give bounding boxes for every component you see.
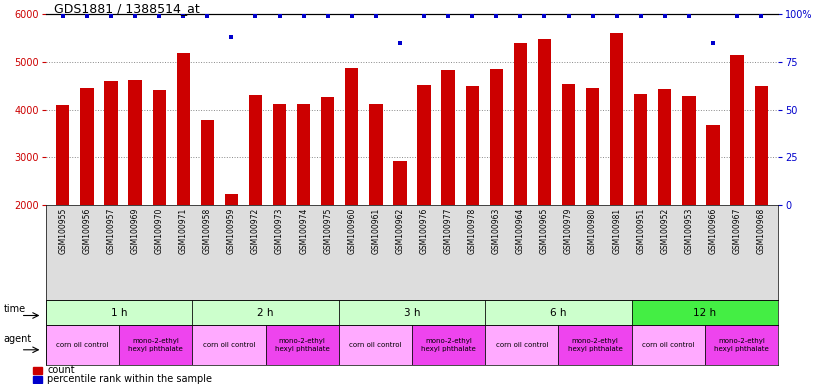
Bar <box>393 161 406 205</box>
Bar <box>586 88 599 205</box>
Bar <box>632 300 778 325</box>
Text: corn oil control: corn oil control <box>495 342 548 348</box>
Text: GDS1881 / 1388514_at: GDS1881 / 1388514_at <box>54 2 200 15</box>
Bar <box>412 325 486 365</box>
Text: GSM100953: GSM100953 <box>685 208 694 254</box>
Text: GSM100969: GSM100969 <box>131 208 140 254</box>
Text: agent: agent <box>4 334 32 344</box>
Text: mono-2-ethyl
hexyl phthalate: mono-2-ethyl hexyl phthalate <box>714 339 769 351</box>
Bar <box>249 95 262 205</box>
Text: 2 h: 2 h <box>257 308 274 318</box>
Bar <box>176 53 190 205</box>
Text: 6 h: 6 h <box>550 308 566 318</box>
Text: GSM100959: GSM100959 <box>227 208 236 254</box>
Bar <box>682 96 695 205</box>
Bar <box>486 325 558 365</box>
Text: GSM100966: GSM100966 <box>708 208 717 254</box>
Bar <box>33 367 42 374</box>
Text: corn oil control: corn oil control <box>349 342 401 348</box>
Bar <box>345 68 358 205</box>
Bar <box>558 325 632 365</box>
Bar <box>224 194 238 205</box>
Text: GSM100967: GSM100967 <box>733 208 742 254</box>
Bar <box>486 300 632 325</box>
Bar <box>201 119 214 205</box>
Text: GSM100952: GSM100952 <box>660 208 669 254</box>
Text: GSM100972: GSM100972 <box>251 208 260 254</box>
Bar <box>610 33 623 205</box>
Bar <box>46 325 119 365</box>
Bar <box>441 70 455 205</box>
Bar <box>56 105 69 205</box>
Bar <box>730 55 743 205</box>
Bar <box>370 104 383 205</box>
Bar <box>418 85 431 205</box>
Text: GSM100968: GSM100968 <box>756 208 765 254</box>
Text: corn oil control: corn oil control <box>56 342 109 348</box>
Text: GSM100979: GSM100979 <box>564 208 573 254</box>
Text: GSM100970: GSM100970 <box>155 208 164 254</box>
Text: GSM100976: GSM100976 <box>419 208 428 254</box>
Bar <box>562 84 575 205</box>
Text: GSM100960: GSM100960 <box>348 208 357 254</box>
Text: percentile rank within the sample: percentile rank within the sample <box>47 374 212 384</box>
Bar <box>193 325 265 365</box>
Bar <box>339 300 486 325</box>
Text: 1 h: 1 h <box>111 308 127 318</box>
Bar <box>707 125 720 205</box>
Text: GSM100981: GSM100981 <box>612 208 621 254</box>
Text: 3 h: 3 h <box>404 308 420 318</box>
Bar <box>153 90 166 205</box>
Text: GSM100974: GSM100974 <box>299 208 308 254</box>
Bar <box>104 81 118 205</box>
Text: GSM100958: GSM100958 <box>203 208 212 254</box>
Bar <box>297 104 310 205</box>
Text: GSM100965: GSM100965 <box>540 208 549 254</box>
Bar <box>46 300 193 325</box>
Text: GSM100951: GSM100951 <box>636 208 645 254</box>
Text: GSM100975: GSM100975 <box>323 208 332 254</box>
Text: corn oil control: corn oil control <box>642 342 694 348</box>
Bar <box>119 325 193 365</box>
Text: time: time <box>4 304 26 314</box>
Bar <box>33 376 42 383</box>
Bar <box>193 300 339 325</box>
Bar <box>339 325 412 365</box>
Text: GSM100961: GSM100961 <box>371 208 380 254</box>
Bar <box>490 69 503 205</box>
Text: mono-2-ethyl
hexyl phthalate: mono-2-ethyl hexyl phthalate <box>128 339 183 351</box>
Bar <box>80 88 94 205</box>
Bar <box>705 325 778 365</box>
Text: GSM100962: GSM100962 <box>396 208 405 254</box>
Text: GSM100971: GSM100971 <box>179 208 188 254</box>
Text: GSM100963: GSM100963 <box>492 208 501 254</box>
Text: mono-2-ethyl
hexyl phthalate: mono-2-ethyl hexyl phthalate <box>421 339 476 351</box>
Text: count: count <box>47 365 75 375</box>
Bar <box>659 89 672 205</box>
Bar <box>538 39 551 205</box>
Text: GSM100955: GSM100955 <box>59 208 68 254</box>
Text: GSM100980: GSM100980 <box>588 208 597 254</box>
Bar <box>755 86 768 205</box>
Text: mono-2-ethyl
hexyl phthalate: mono-2-ethyl hexyl phthalate <box>568 339 623 351</box>
Text: GSM100978: GSM100978 <box>468 208 477 254</box>
Text: GSM100957: GSM100957 <box>107 208 116 254</box>
Bar <box>632 325 705 365</box>
Text: mono-2-ethyl
hexyl phthalate: mono-2-ethyl hexyl phthalate <box>275 339 330 351</box>
Text: 12 h: 12 h <box>694 308 716 318</box>
Text: GSM100977: GSM100977 <box>444 208 453 254</box>
Text: GSM100973: GSM100973 <box>275 208 284 254</box>
Bar <box>322 97 335 205</box>
Bar <box>265 325 339 365</box>
Bar <box>466 86 479 205</box>
Text: corn oil control: corn oil control <box>202 342 255 348</box>
Text: GSM100964: GSM100964 <box>516 208 525 254</box>
Bar <box>128 80 142 205</box>
Text: GSM100956: GSM100956 <box>82 208 91 254</box>
Bar <box>514 43 527 205</box>
Bar <box>634 94 647 205</box>
Bar <box>273 104 286 205</box>
